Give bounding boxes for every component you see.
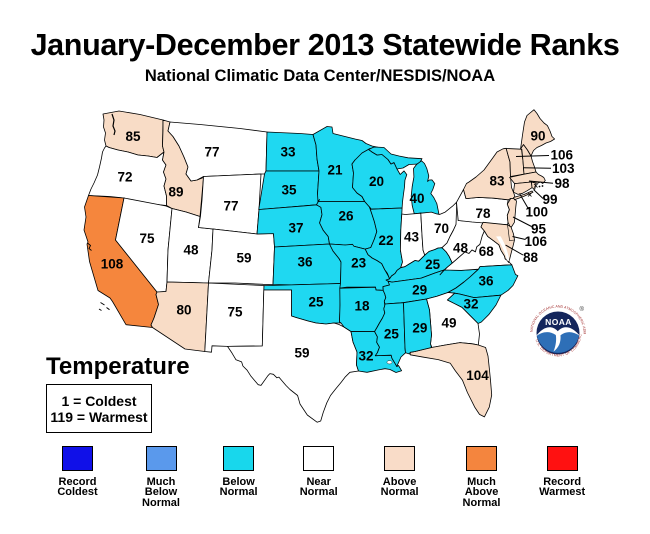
svg-text:106: 106 (525, 234, 548, 249)
svg-text:®: ® (580, 306, 585, 313)
svg-text:83: 83 (489, 174, 505, 189)
svg-text:21: 21 (327, 163, 343, 178)
svg-text:22: 22 (378, 233, 393, 248)
svg-text:29: 29 (412, 321, 427, 336)
svg-text:98: 98 (555, 176, 571, 191)
svg-text:33: 33 (280, 145, 296, 160)
svg-text:18: 18 (354, 299, 370, 314)
svg-text:104: 104 (466, 368, 489, 383)
svg-text:25: 25 (308, 295, 324, 310)
svg-text:99: 99 (543, 192, 558, 207)
svg-text:75: 75 (139, 231, 155, 246)
svg-text:43: 43 (404, 230, 420, 245)
svg-text:32: 32 (463, 297, 478, 312)
svg-text:103: 103 (552, 161, 575, 176)
svg-text:72: 72 (117, 170, 132, 185)
svg-text:90: 90 (530, 129, 545, 144)
svg-text:48: 48 (453, 241, 469, 256)
svg-text:108: 108 (101, 257, 124, 272)
svg-text:36: 36 (478, 274, 494, 289)
svg-text:78: 78 (475, 206, 491, 221)
svg-text:25: 25 (384, 327, 400, 342)
svg-text:49: 49 (441, 316, 456, 331)
svg-text:80: 80 (176, 303, 191, 318)
svg-text:29: 29 (412, 283, 427, 298)
svg-text:68: 68 (479, 244, 495, 259)
svg-text:100: 100 (526, 205, 549, 220)
svg-text:23: 23 (351, 256, 367, 271)
svg-text:95: 95 (531, 222, 547, 237)
svg-text:77: 77 (223, 199, 238, 214)
svg-text:40: 40 (409, 191, 424, 206)
svg-text:59: 59 (236, 251, 251, 266)
svg-text:89: 89 (168, 185, 183, 200)
svg-text:36: 36 (297, 255, 313, 270)
svg-text:75: 75 (227, 305, 243, 320)
svg-text:32: 32 (358, 349, 373, 364)
svg-text:35: 35 (281, 183, 297, 198)
svg-text:77: 77 (204, 145, 219, 160)
svg-text:25: 25 (425, 257, 441, 272)
svg-text:88: 88 (523, 250, 539, 265)
svg-text:106: 106 (551, 148, 574, 163)
svg-text:59: 59 (294, 346, 309, 361)
svg-text:26: 26 (338, 209, 354, 224)
svg-text:48: 48 (183, 243, 199, 258)
svg-text:85: 85 (125, 129, 141, 144)
svg-text:70: 70 (434, 221, 449, 236)
svg-text:37: 37 (288, 221, 303, 236)
svg-text:NOAA: NOAA (545, 317, 572, 327)
svg-text:20: 20 (369, 174, 384, 189)
